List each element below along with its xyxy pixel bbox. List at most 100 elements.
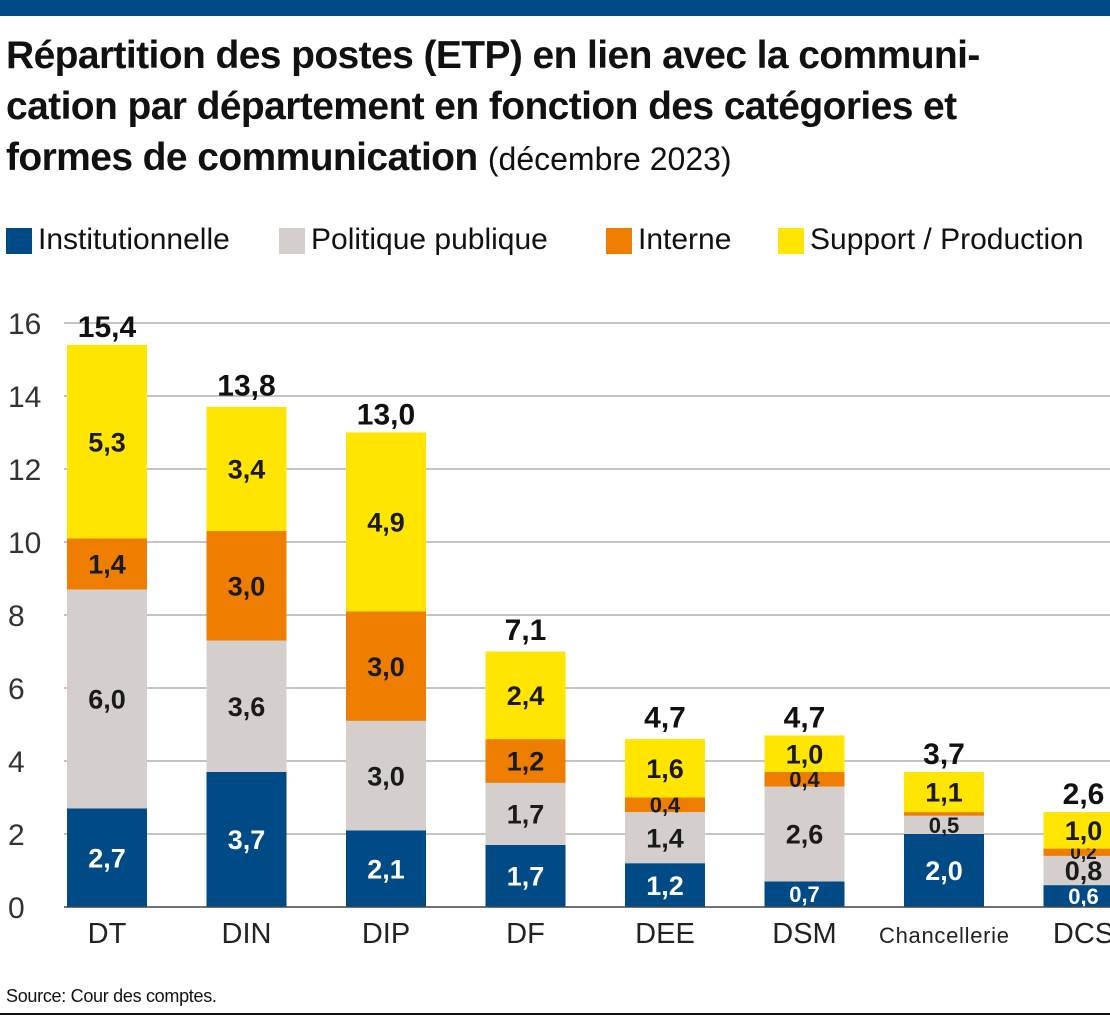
y-tick-label-12: 12 xyxy=(8,454,41,487)
data-label-din-interne: 3,0 xyxy=(228,572,266,602)
chart-title-line-3: formes de communication xyxy=(6,136,478,179)
data-label-din-politique-publique: 3,6 xyxy=(228,692,266,722)
bar-chancellerie-institutionnelle xyxy=(904,834,984,907)
y-tick-label-10: 10 xyxy=(8,527,41,560)
data-label-din-support-production: 3,4 xyxy=(228,455,266,485)
data-label-dee-institutionnelle: 1,2 xyxy=(646,871,684,901)
bar-dsm-politique-publique xyxy=(764,786,845,882)
bar-dcs-support-production xyxy=(1043,812,1110,849)
data-label-dcs-support-production: 1,0 xyxy=(1065,816,1103,846)
legend-label-politique-publique: Politique publique xyxy=(311,223,548,256)
data-label-df-institutionnelle: 1,7 xyxy=(507,862,545,892)
total-label-df: 7,1 xyxy=(505,614,547,647)
top-color-bar xyxy=(0,0,1110,16)
chart-subtitle: (décembre 2023) xyxy=(487,141,732,177)
bar-dcs-institutionnelle xyxy=(1043,885,1110,907)
data-label-dt-politique-publique: 6,0 xyxy=(88,685,126,715)
bar-dee-institutionnelle xyxy=(625,863,705,907)
data-label-df-politique-publique: 1,7 xyxy=(507,800,545,830)
bar-dcs-interne xyxy=(1043,848,1110,856)
bar-dt-politique-publique xyxy=(67,589,147,809)
data-label-dcs-institutionnelle: 0,6 xyxy=(1068,884,1099,909)
y-tick-label-0: 0 xyxy=(8,892,25,925)
data-label-chancellerie-support-production: 1,1 xyxy=(925,778,963,808)
y-tick-label-4: 4 xyxy=(8,746,25,779)
y-tick-label-16: 16 xyxy=(8,308,41,341)
bar-dee-support-production xyxy=(625,739,705,798)
total-label-chancellerie: 3,7 xyxy=(923,738,965,771)
data-label-chancellerie-institutionnelle: 2,0 xyxy=(925,856,963,886)
bar-df-interne xyxy=(485,739,566,783)
data-label-df-interne: 1,2 xyxy=(507,747,545,777)
data-label-dsm-institutionnelle: 0,7 xyxy=(789,882,820,907)
data-label-dt-support-production: 5,3 xyxy=(88,427,126,457)
total-label-dip: 13,0 xyxy=(357,399,415,432)
data-label-dee-politique-publique: 1,4 xyxy=(646,823,684,853)
bottom-rule xyxy=(0,1013,1110,1015)
data-label-chancellerie-politique-publique: 0,5 xyxy=(929,813,960,838)
y-tick-label-2: 2 xyxy=(8,819,25,852)
bar-df-support-production xyxy=(485,651,566,740)
data-label-dsm-support-production: 1,0 xyxy=(786,739,824,769)
legend-swatch-support-production xyxy=(778,228,804,254)
data-label-dsm-politique-publique: 2,6 xyxy=(786,820,824,850)
x-tick-label-dip: DIP xyxy=(362,918,410,950)
total-label-dt: 15,4 xyxy=(78,311,137,344)
bar-dip-interne xyxy=(346,611,426,721)
total-label-dcs: 2,6 xyxy=(1063,778,1105,811)
data-label-dip-support-production: 4,9 xyxy=(367,508,405,538)
y-tick-label-8: 8 xyxy=(8,600,25,633)
chart-title-line-2: cation par département en fonction des c… xyxy=(6,85,957,128)
data-label-dip-institutionnelle: 2,1 xyxy=(367,854,405,884)
x-tick-label-dee: DEE xyxy=(635,918,695,950)
x-tick-label-chancellerie: Chancellerie xyxy=(879,923,1009,948)
bar-din-interne xyxy=(206,531,287,641)
y-tick-label-6: 6 xyxy=(8,673,25,706)
data-label-dt-institutionnelle: 2,7 xyxy=(88,843,126,873)
data-label-dcs-politique-publique: 0,8 xyxy=(1065,856,1103,886)
x-tick-label-dsm: DSM xyxy=(772,918,836,950)
bar-dsm-support-production xyxy=(764,735,845,772)
bar-dip-politique-publique xyxy=(346,720,426,831)
bar-dcs-politique-publique xyxy=(1043,855,1110,886)
data-label-dee-support-production: 1,6 xyxy=(646,754,684,784)
bar-df-politique-publique xyxy=(485,782,566,845)
bar-dee-politique-publique xyxy=(625,812,705,864)
legend-swatch-institutionnelle xyxy=(6,228,32,254)
legend-swatch-politique-publique xyxy=(279,228,305,254)
x-tick-label-df: DF xyxy=(506,918,545,950)
legend-label-interne: Interne xyxy=(638,223,732,256)
bar-chancellerie-support-production xyxy=(904,771,984,813)
data-label-dip-interne: 3,0 xyxy=(367,652,405,682)
total-label-dee: 4,7 xyxy=(644,701,686,734)
legend-label-institutionnelle: Institutionnelle xyxy=(38,223,230,256)
bar-dt-interne xyxy=(67,538,147,590)
chart-title: Répartition des postes (ETP) en lien ave… xyxy=(6,30,1106,185)
bar-dip-institutionnelle xyxy=(346,830,426,907)
bar-din-politique-publique xyxy=(206,640,287,772)
bar-chancellerie-interne xyxy=(904,812,984,816)
bar-dee-interne xyxy=(625,797,705,813)
data-label-dt-interne: 1,4 xyxy=(88,550,126,580)
total-label-dsm: 4,7 xyxy=(784,701,826,734)
x-tick-label-dcs: DCS xyxy=(1053,918,1110,950)
bar-dip-support-production xyxy=(346,432,426,612)
y-tick-label-14: 14 xyxy=(8,381,41,414)
bar-df-institutionnelle xyxy=(485,844,566,907)
bar-dt-support-production xyxy=(67,344,147,539)
total-label-din: 13,8 xyxy=(217,369,275,402)
bar-din-support-production xyxy=(206,406,287,532)
data-label-din-institutionnelle: 3,7 xyxy=(228,825,266,855)
x-tick-label-dt: DT xyxy=(88,918,127,950)
x-tick-label-din: DIN xyxy=(222,918,272,950)
data-label-df-support-production: 2,4 xyxy=(507,681,545,711)
chart-title-line-1: Répartition des postes (ETP) en lien ave… xyxy=(6,34,980,77)
bar-dsm-interne xyxy=(764,771,845,787)
bar-din-institutionnelle xyxy=(206,771,287,907)
legend: Institutionnelle Politique publique Inte… xyxy=(6,222,1110,258)
legend-label-support-production: Support / Production xyxy=(810,223,1084,256)
stacked-bar-chart: 0 2 4 6 8 10 12 14 16 2,7 6,0 1,4 5,3 15,4 DT 3,7 3,6 3,0… xyxy=(8,308,1110,950)
legend-swatch-interne xyxy=(606,228,632,254)
bar-dt-institutionnelle xyxy=(67,808,147,907)
bar-dsm-institutionnelle xyxy=(764,881,845,907)
